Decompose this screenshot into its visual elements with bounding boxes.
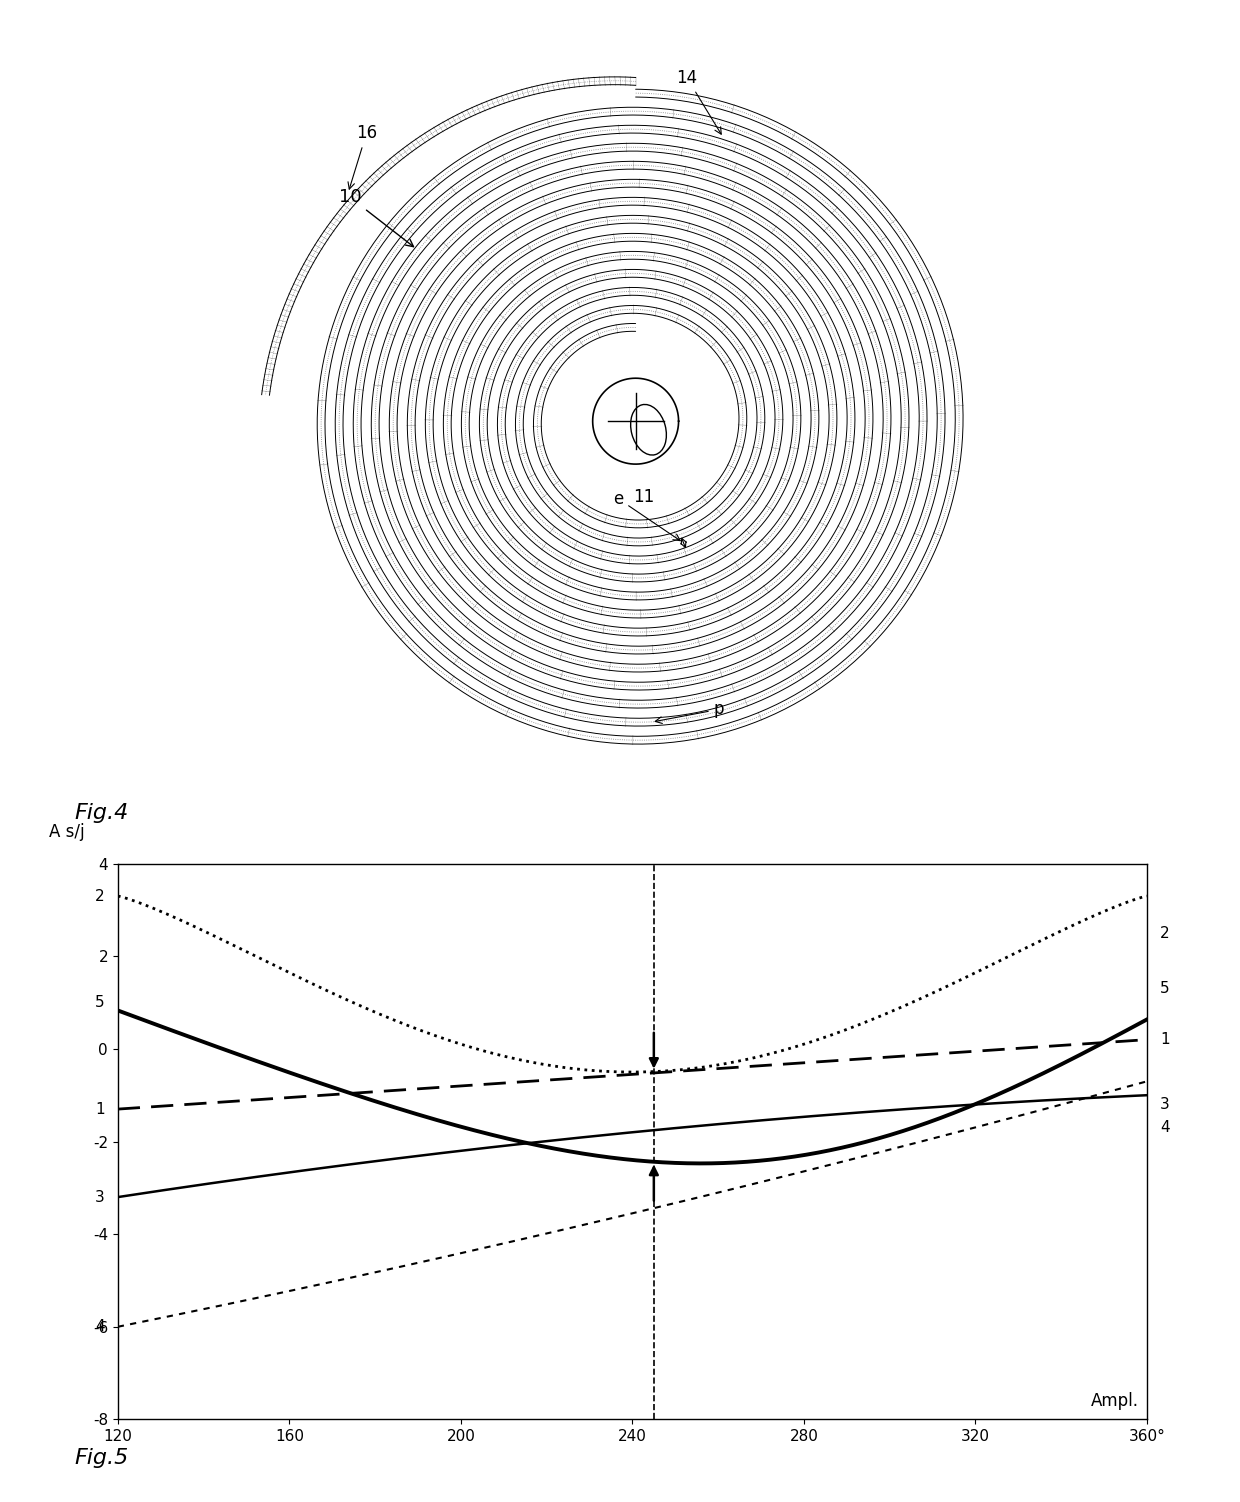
Text: 2: 2 bbox=[95, 889, 105, 904]
Text: 1: 1 bbox=[95, 1101, 105, 1116]
Text: 5: 5 bbox=[1159, 981, 1169, 996]
Text: p: p bbox=[655, 700, 724, 724]
Text: e: e bbox=[614, 490, 681, 541]
Text: 10: 10 bbox=[339, 188, 413, 246]
Y-axis label: A s/j: A s/j bbox=[48, 823, 84, 841]
Text: 3: 3 bbox=[95, 1190, 105, 1205]
Text: Fig.5: Fig.5 bbox=[74, 1448, 129, 1469]
Text: Fig.4: Fig.4 bbox=[74, 802, 129, 823]
Text: 3: 3 bbox=[1159, 1096, 1169, 1111]
Text: 11: 11 bbox=[632, 488, 653, 506]
Text: 14: 14 bbox=[677, 69, 722, 134]
Ellipse shape bbox=[631, 404, 666, 455]
Text: Ampl.: Ampl. bbox=[1090, 1392, 1138, 1410]
Text: 1: 1 bbox=[1159, 1032, 1169, 1047]
Text: 5: 5 bbox=[95, 996, 105, 1009]
Text: 4: 4 bbox=[95, 1319, 105, 1334]
Text: 2: 2 bbox=[1159, 925, 1169, 940]
Text: 4: 4 bbox=[1159, 1120, 1169, 1136]
Text: 16: 16 bbox=[348, 125, 377, 189]
